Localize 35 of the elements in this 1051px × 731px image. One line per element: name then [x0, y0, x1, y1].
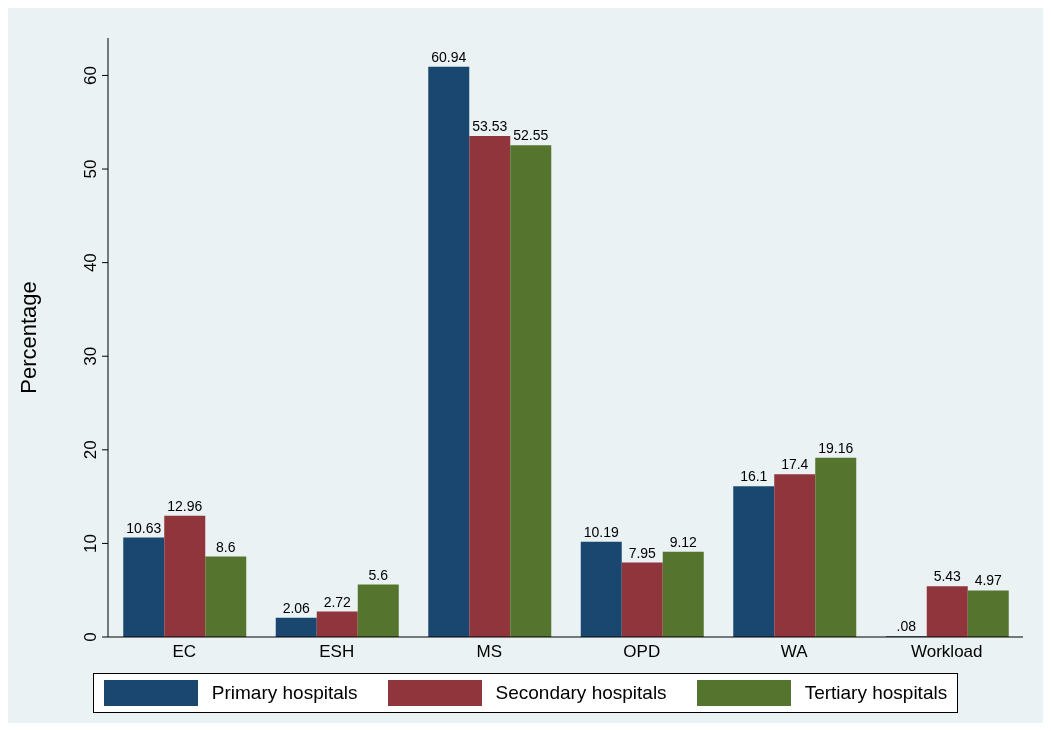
y-tick-label: 40 [81, 253, 100, 273]
data-label: 7.95 [628, 544, 657, 561]
data-label: 10.19 [583, 523, 619, 540]
data-label: 19.16 [818, 439, 854, 456]
data-label: 8.6 [216, 538, 236, 555]
data-label: 17.4 [781, 456, 809, 473]
x-tick-label: Workload [911, 642, 983, 662]
legend-label: Tertiary hospitals [804, 682, 948, 704]
data-label: 16.1 [740, 468, 768, 485]
data-label: 5.6 [368, 566, 389, 583]
x-tick-label: WA [780, 642, 809, 662]
data-label: 10.63 [126, 519, 162, 536]
data-label: 53.53 [472, 117, 508, 134]
data-label: 60.94 [431, 48, 467, 65]
y-tick-label: 20 [81, 440, 100, 460]
legend-label: Primary hospitals [211, 682, 358, 704]
x-tick-label: EC [172, 642, 197, 662]
data-label: 4.97 [974, 572, 1003, 589]
y-tick-label: 60 [81, 65, 100, 85]
data-label: .08 [896, 618, 917, 635]
data-label: 12.96 [167, 497, 203, 514]
data-label: 52.55 [513, 127, 549, 144]
data-label: 2.72 [323, 593, 352, 610]
data-label: 5.43 [933, 568, 962, 585]
data-label: 2.06 [282, 599, 311, 616]
x-tick-label: ESH [319, 642, 355, 662]
y-tick-label: 50 [81, 159, 100, 179]
y-tick-label: 0 [81, 632, 100, 642]
x-tick-label: MS [476, 642, 502, 662]
data-label: 9.12 [669, 533, 698, 550]
y-tick-label: 30 [81, 346, 100, 366]
y-tick-label: 10 [81, 533, 100, 553]
x-tick-label: OPD [623, 642, 661, 662]
legend-label: Secondary hospitals [495, 682, 667, 704]
y-axis-title: Percentage [15, 281, 41, 394]
